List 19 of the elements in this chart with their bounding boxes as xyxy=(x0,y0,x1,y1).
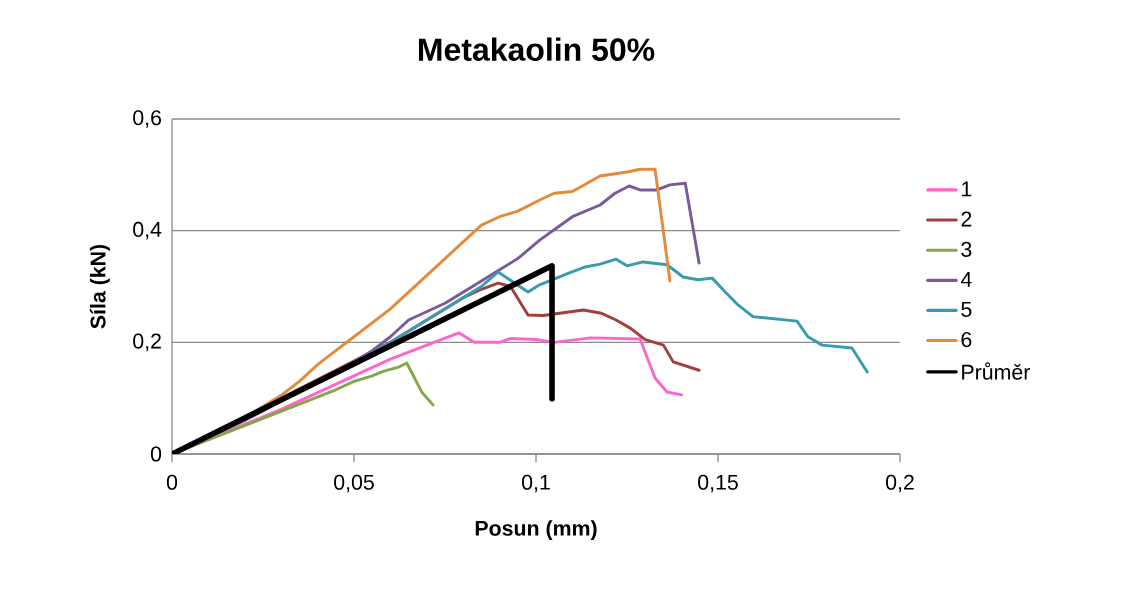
legend-label: 6 xyxy=(961,332,972,348)
y-tick-label: 0,4 xyxy=(133,221,162,240)
y-axis-title: Síla (kN) xyxy=(89,244,110,329)
legend-label: Průměr xyxy=(962,362,1031,380)
legend-label: 3 xyxy=(961,241,972,257)
x-tick-label: 0,15 xyxy=(698,474,738,493)
x-tick-label: 0,1 xyxy=(522,474,550,493)
y-tick-label: 0,2 xyxy=(133,333,161,352)
x-tick-label: 0,2 xyxy=(886,474,914,493)
y-tick-label: 0,6 xyxy=(133,110,162,128)
legend-label: 2 xyxy=(961,211,972,227)
x-tick-label: 0 xyxy=(166,474,178,490)
y-tick-label: 0 xyxy=(150,446,162,462)
legend-label: 1 xyxy=(962,181,972,197)
legend-label: 5 xyxy=(961,302,972,317)
x-tick-label: 0,05 xyxy=(334,474,374,493)
chart-title: Metakaolin 50% xyxy=(418,37,655,61)
x-axis-title: Posun (mm) xyxy=(475,520,597,541)
legend-label: 4 xyxy=(960,272,972,287)
